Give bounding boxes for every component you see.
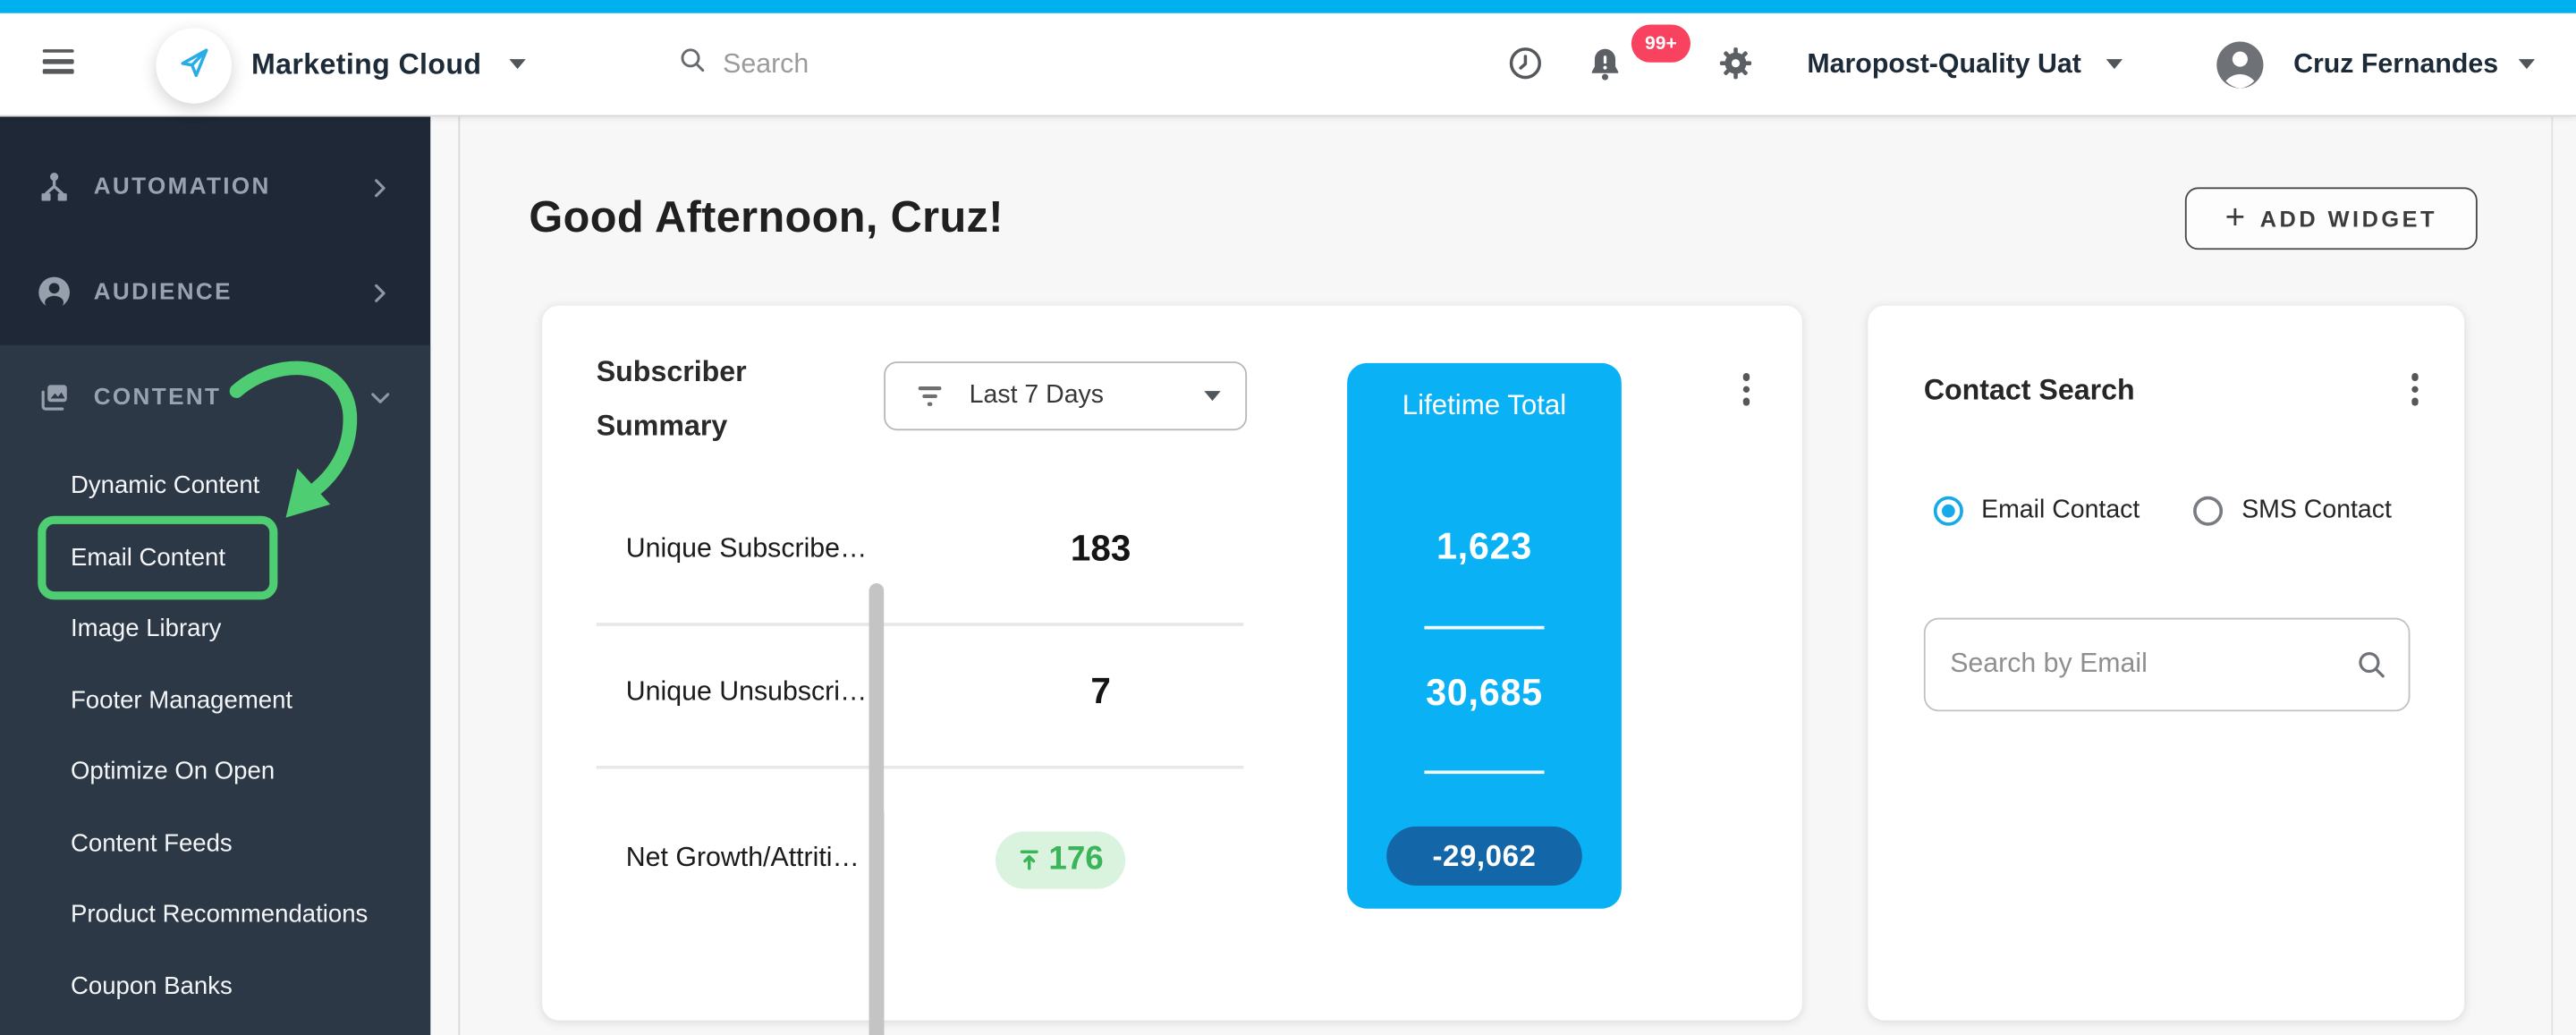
net-growth-value: 176 [1048,841,1104,878]
user-avatar[interactable] [2215,39,2266,90]
card-menu-button[interactable] [2400,371,2429,407]
page-scrollbar-track[interactable] [2550,115,2576,1035]
subscriber-summary-card: Subscriber Summary Last 7 Days Unique Su… [542,305,1802,1021]
contact-type-radio-group: Email Contact SMS Contact [1933,496,2392,526]
sidebar-item-dynamic-content[interactable]: Dynamic Content [70,471,260,500]
gear-icon [1718,47,1751,80]
sms-contact-radio[interactable] [2193,496,2224,526]
sidebar-section-label: AUDIENCE [93,279,233,306]
add-widget-label: ADD WIDGET [2259,206,2437,232]
chevron-down-icon [1204,391,1221,402]
sidebar-scrollbar-thumb[interactable] [868,583,884,1035]
card-title: Subscriber Summary [596,354,747,443]
topbar: Marketing Cloud Search [0,13,2576,117]
growth-up-icon [1021,850,1039,870]
notification-count-badge[interactable]: 99+ [1631,24,1690,63]
sidebar-item-content[interactable]: CONTENT [0,345,430,451]
metric-label: Net Growth/Attriti… [625,843,860,873]
card-title: Contact Search [1923,372,2135,406]
date-range-dropdown[interactable]: Last 7 Days [884,361,1248,431]
panel-divider [1424,770,1545,775]
row-divider [596,765,1244,768]
chevron-down-icon [2106,59,2123,70]
account-name: Maropost-Quality Uat [1807,48,2081,79]
sidebar-divider [458,115,461,1035]
page-greeting: Good Afternoon, Cruz! [529,191,1004,242]
product-name: Marketing Cloud [251,47,482,81]
bell-icon [1591,48,1619,81]
sidebar-item-image-library[interactable]: Image Library [70,615,222,643]
sidebar: AUTOMATION AUDIENCE [0,115,431,1035]
email-contact-radio[interactable] [1933,496,1963,526]
metric-value: 183 [1070,527,1131,569]
sidebar-item-product-recommendations[interactable]: Product Recommendations [70,900,369,929]
avatar-icon [2216,41,2264,89]
email-search-input[interactable] [1923,617,2411,712]
hamburger-menu-button[interactable] [42,47,76,81]
row-divider [596,623,1244,625]
chevron-down-icon [509,59,526,70]
sidebar-item-audience[interactable]: AUDIENCE [0,240,430,345]
lifetime-net-value: -29,062 [1432,838,1537,872]
plus-icon: + [2224,198,2246,236]
sidebar-content-section: CONTENT Dynamic Content Email Content Im… [0,344,431,1035]
automation-icon [41,173,67,201]
settings-button[interactable] [1716,45,1755,84]
sidebar-item-footer-management[interactable]: Footer Management [70,686,293,715]
panel-divider [1424,625,1545,630]
sms-contact-label[interactable]: SMS Contact [2241,496,2392,524]
sidebar-item-email-content[interactable]: Email Content [70,543,226,572]
chevron-down-icon [2518,59,2535,70]
sidebar-item-automation[interactable]: AUTOMATION [0,135,430,241]
sidebar-item-optimize-on-open[interactable]: Optimize On Open [70,758,275,786]
sidebar-scrollbar-track[interactable] [430,115,884,1035]
search-icon [677,45,708,84]
brand-accent-bar [0,0,2576,13]
contact-search-card: Contact Search Email Contact SMS Contact [1868,305,2465,1021]
user-name: Cruz Fernandes [2293,48,2499,79]
sidebar-item-coupon-banks[interactable]: Coupon Banks [70,971,233,1001]
metric-value: 7 [1090,670,1111,712]
chevron-right-icon [375,283,386,301]
global-search[interactable]: Search [677,13,809,115]
email-contact-label[interactable]: Email Contact [1981,496,2140,524]
lifetime-total-title: Lifetime Total [1402,389,1567,421]
card-menu-button[interactable] [1732,371,1761,407]
add-widget-button[interactable]: + ADD WIDGET [2184,187,2478,250]
search-placeholder: Search [723,48,809,79]
user-menu[interactable]: Cruz Fernandes [2293,13,2535,115]
sidebar-item-content-feeds[interactable]: Content Feeds [70,829,233,858]
metric-label: Unique Subscribe… [625,533,868,564]
email-search-field [1923,617,2411,712]
paper-plane-icon [174,42,214,89]
sidebar-section-label: AUTOMATION [93,174,271,201]
maropost-logo[interactable] [156,28,232,104]
net-growth-badge: 176 [996,831,1126,889]
chevron-right-icon [375,178,386,197]
lifetime-total-panel: Lifetime Total 1,623 30,685 -29,062 [1347,362,1622,909]
lifetime-subscribers: 1,623 [1436,525,1533,567]
lifetime-unsubscribers: 30,685 [1426,672,1543,714]
sidebar-section-label: CONTENT [93,384,222,411]
chevron-down-icon [371,392,390,403]
history-clock-button[interactable] [1504,45,1544,84]
filter-icon [918,386,942,406]
notification-count: 99+ [1645,33,1677,54]
content-icon [41,385,67,411]
product-switcher[interactable]: Marketing Cloud [251,13,526,115]
lifetime-net-badge: -29,062 [1386,826,1582,886]
notifications-button[interactable] [1585,45,1624,84]
audience-icon [38,276,70,310]
clock-icon [1508,47,1541,80]
date-range-value: Last 7 Days [969,381,1105,410]
metric-label: Unique Unsubscri… [625,676,868,707]
account-switcher[interactable]: Maropost-Quality Uat [1807,13,2123,115]
